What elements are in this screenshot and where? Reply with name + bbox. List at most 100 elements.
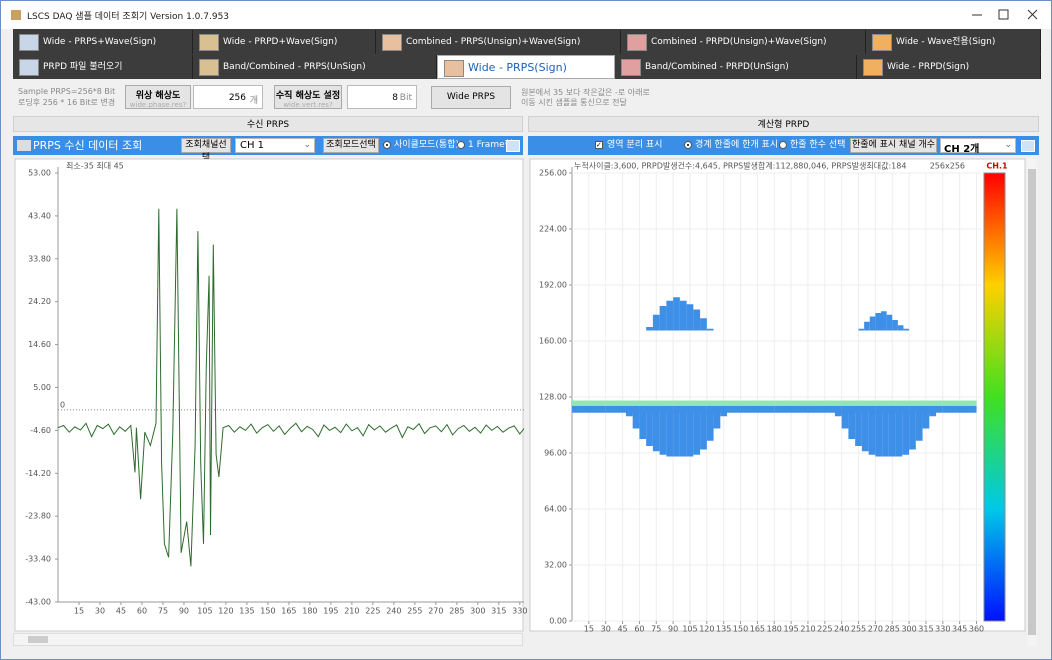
radio[interactable]: [383, 141, 391, 149]
density-cell: [888, 409, 896, 457]
density-cell: [646, 327, 653, 331]
x-tick-label: 135: [239, 607, 254, 616]
density-cell: [706, 328, 714, 331]
density-cell: [666, 409, 674, 457]
x-tick-label: 210: [800, 625, 815, 634]
scroll-thumb[interactable]: [28, 636, 48, 643]
plot-frame: [14, 158, 524, 632]
plot-frame: [529, 158, 1026, 632]
density-cell: [646, 409, 653, 446]
phase-res-input[interactable]: 256 개: [193, 85, 263, 109]
x-tick-label: 150: [733, 625, 748, 634]
radio[interactable]: [457, 141, 465, 149]
y-tick-label: 160.00: [539, 337, 567, 346]
tab-label: Wide - PRPD+Wave(Sign): [223, 37, 338, 47]
tab[interactable]: Wide - Wave전용(Sign): [866, 30, 1041, 54]
tab[interactable]: Band/Combined - PRPD(UnSign): [615, 55, 857, 79]
toolbar-icon: [17, 140, 31, 151]
radio[interactable]: [684, 141, 692, 149]
toolbar-icon[interactable]: [506, 140, 520, 152]
v-scrollbar[interactable]: [1027, 159, 1037, 646]
density-cell: [897, 325, 904, 331]
x-tick-label: 330: [512, 607, 527, 616]
h-scrollbar[interactable]: [13, 633, 523, 646]
density-cell: [841, 400, 876, 406]
tab-label: Wide - PRPS(Sign): [468, 61, 567, 74]
y-tick-label: -23.80: [25, 512, 51, 521]
annotation: 누적사이클:3,600, PRPD발생건수:4,645, PRPS발생합계:11…: [574, 161, 906, 171]
checkbox[interactable]: ✓: [595, 141, 603, 149]
y-tick-label: -43.00: [25, 598, 51, 607]
x-tick-label: 120: [699, 625, 714, 634]
channel-combo[interactable]: CH 1 ⌄: [235, 138, 315, 153]
window-controls[interactable]: [966, 7, 1046, 23]
tab-icon: [872, 34, 892, 51]
density-cell: [706, 409, 714, 441]
hint: wide.vert.res?: [283, 101, 333, 109]
x-tick-label: 135: [716, 625, 731, 634]
tab[interactable]: Combined - PRPS(Unsign)+Wave(Sign): [376, 30, 621, 54]
phase-res-label: 위상 해상도 wide.phase.res?: [125, 85, 191, 109]
count-combo[interactable]: CH 2개 ⌄: [940, 138, 1016, 155]
x-tick-label: 165: [281, 607, 296, 616]
density-cell: [639, 409, 647, 439]
tab-label: PRPD 파일 불러오기: [43, 62, 123, 72]
x-tick-label: 90: [179, 607, 189, 616]
close[interactable]: [1027, 9, 1038, 20]
label: 위상 해상도: [135, 91, 181, 101]
channel-button[interactable]: 조회채널선택: [181, 138, 231, 163]
tab-label: Combined - PRPD(Unsign)+Wave(Sign): [651, 37, 827, 47]
density-cell: [706, 400, 741, 406]
x-tick-label: 150: [260, 607, 275, 616]
x-tick-label: 195: [323, 607, 338, 616]
density-cell: [909, 409, 916, 450]
toolbar-icon[interactable]: [1021, 140, 1035, 152]
vert-res-input[interactable]: 8 Bit: [347, 85, 417, 109]
radio[interactable]: [779, 141, 787, 149]
tab[interactable]: Band/Combined - PRPS(UnSign): [193, 55, 437, 79]
tab[interactable]: Wide - PRPS+Wave(Sign): [13, 30, 193, 54]
density-cell: [693, 309, 701, 331]
x-tick-label: 285: [449, 607, 464, 616]
value: CH 2개: [944, 144, 980, 155]
density-cell: [774, 405, 808, 413]
tab-label: Band/Combined - PRPD(UnSign): [645, 62, 789, 72]
sample-note: 로딩후 256 * 16 Bit로 변경: [18, 98, 116, 107]
x-tick-label: 90: [668, 625, 678, 634]
tab[interactable]: Wide - PRPD+Wave(Sign): [193, 30, 376, 54]
scroll-thumb[interactable]: [1028, 169, 1036, 635]
y-tick-label: 256.00: [539, 169, 567, 178]
density-cell: [886, 314, 893, 331]
tab-icon: [19, 34, 39, 51]
count-button[interactable]: 한줄에 표시 채널 개수: [850, 138, 937, 153]
window-title: LSCS DAQ 샘플 데이터 조회기 Version 1.0.7.953: [27, 12, 230, 22]
app-icon: [11, 10, 21, 20]
density-cell: [572, 405, 606, 413]
tab-label: Band/Combined - PRPS(UnSign): [223, 62, 366, 72]
density-cell: [740, 400, 775, 406]
tab[interactable]: Wide - PRPD(Sign): [857, 55, 1041, 79]
y-tick-label: 24.20: [28, 297, 51, 306]
x-tick-label: 75: [158, 607, 168, 616]
maximize[interactable]: [998, 9, 1009, 20]
density-cell: [895, 409, 903, 457]
density-cell: [841, 405, 876, 413]
density-cell: [693, 409, 701, 455]
x-tick-label: 45: [116, 607, 126, 616]
density-cell: [915, 409, 923, 441]
size-label: 256x256: [930, 162, 965, 171]
mode-button[interactable]: 조회모드선택: [323, 138, 379, 153]
panel-header: 계산형 PRPD: [528, 116, 1039, 132]
density-cell: [807, 405, 842, 413]
tab[interactable]: PRPD 파일 불러오기: [13, 55, 193, 79]
reference-label: 0: [60, 400, 65, 409]
tab[interactable]: Wide - PRPS(Sign): [437, 55, 615, 79]
x-tick-label: 15: [74, 607, 84, 616]
wide-prps-button[interactable]: Wide PRPS: [431, 86, 511, 109]
y-tick-label: 0.00: [549, 617, 567, 626]
colorbar: [983, 172, 1006, 622]
x-tick-label: 255: [407, 607, 422, 616]
tab-label: Combined - PRPS(Unsign)+Wave(Sign): [406, 37, 581, 47]
tab[interactable]: Combined - PRPD(Unsign)+Wave(Sign): [621, 30, 866, 54]
